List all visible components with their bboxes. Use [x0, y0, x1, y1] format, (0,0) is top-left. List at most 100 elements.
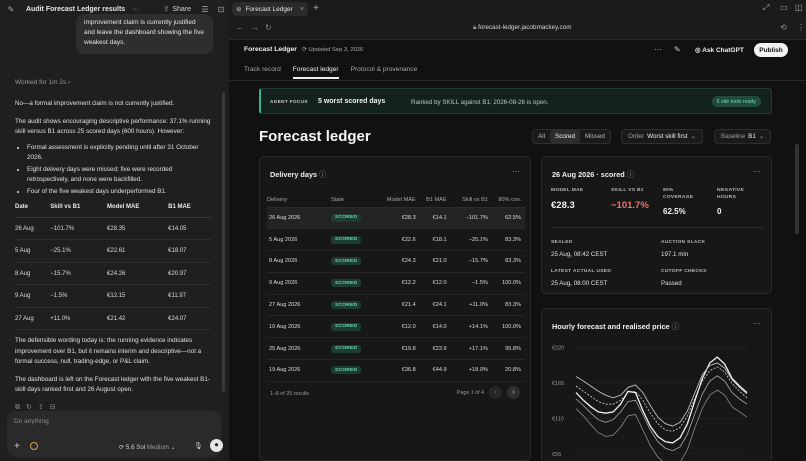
section-tabs: Track record Forecast ledger Protocol & … [244, 66, 418, 79]
series-line-1 [575, 362, 748, 427]
ask-chatgpt-button[interactable]: ◎ Ask ChatGPT [695, 47, 744, 54]
card-menu-icon[interactable]: ··· [753, 319, 761, 328]
column-header[interactable]: Model MAE [382, 193, 420, 208]
card-menu-icon[interactable]: ··· [512, 167, 520, 176]
filter-missed[interactable]: Missed [584, 133, 605, 140]
state-badge: SCORED [330, 213, 362, 222]
lock-icon: 🔒︎ [473, 24, 479, 31]
url-field[interactable]: 🔒︎ forecast-ledger.jacobmackey.com [473, 24, 572, 31]
edit-page-icon[interactable]: ✎ [674, 45, 681, 54]
baseline-dropdown[interactable]: Baseline B1 ⌄ [714, 129, 772, 144]
compose-icon[interactable]: ⊡ [217, 4, 225, 14]
info-icon[interactable]: ⓘ [319, 170, 327, 179]
share-button[interactable]: Share [172, 5, 191, 13]
info-icon[interactable]: ⓘ [626, 170, 635, 179]
column-header[interactable]: Delivery [267, 193, 331, 208]
globe-icon: ⊕ [236, 6, 242, 13]
delivery-row[interactable]: 26 Aug 2026 SCORED €28.3 €14.1 −101.7% 62.5% [267, 207, 525, 230]
state-cell: SCORED [330, 337, 383, 361]
delivery-row[interactable]: 9 Aug 2026 SCORED €12.2 €12.0 −1.5% 100.0% [267, 272, 525, 295]
tab-protocol-provenance[interactable]: Protocol & provenance [350, 66, 418, 73]
prev-page-button[interactable]: ‹ [489, 386, 502, 399]
retry-icon[interactable]: ↻ [26, 403, 32, 411]
panel-icon[interactable]: ◫ [795, 3, 803, 12]
delivery-row[interactable]: 10 Aug 2026 SCORED €12.0 €14.0 +14.1% 100.0% [267, 315, 525, 339]
worked-duration[interactable]: Worked for 1m 2s › [15, 79, 71, 86]
column-header[interactable]: Skill vs B1 [450, 193, 492, 208]
more-icon[interactable]: ··· [132, 5, 140, 13]
agent-focus-title: 5 worst scored days [318, 98, 386, 105]
agent-focus-description: Ranked by SKILL against B1; 2026-08-26 i… [411, 99, 549, 106]
publish-button[interactable]: Publish [754, 43, 788, 57]
clock-icon[interactable] [30, 442, 38, 450]
answer-summary: The audit shows encouraging descriptive … [15, 117, 211, 136]
add-icon[interactable]: + [14, 441, 20, 452]
chatgpt-icon: ◎ [695, 47, 703, 54]
card-menu-icon[interactable]: ··· [753, 167, 761, 176]
copy-icon[interactable]: ⧉ [15, 403, 20, 411]
microphone-icon[interactable]: 🎙 [194, 443, 203, 450]
browser-tab[interactable]: ⊕ Forecast Ledger × [232, 2, 308, 16]
price-chart-card: Hourly forecast and realised price ⓘ ···… [541, 308, 772, 461]
web-page: Forecast Ledger ⟳ Updated Sep 3, 2026 ··… [229, 40, 806, 461]
filter-scored[interactable]: Scored [550, 130, 580, 143]
composer-input[interactable]: Do anything [14, 418, 49, 425]
tab-track-record[interactable]: Track record [244, 66, 281, 73]
voice-button[interactable]: ⏺ [210, 439, 223, 452]
more-options-icon[interactable]: ··· [654, 45, 662, 54]
table-cell: €19.8 [382, 337, 420, 361]
edit-icon[interactable]: ✎ [7, 4, 15, 14]
delivery-row[interactable]: 25 Aug 2026 SCORED €19.8 €23.9 +17.1% 95.8% [267, 337, 525, 361]
model-selector[interactable]: ⟳ 5.6 Sol Medium ⌄ [119, 444, 176, 451]
table-cell: 95.8% [491, 337, 525, 361]
forward-icon[interactable]: → [251, 23, 259, 32]
info-icon[interactable]: ⓘ [671, 322, 679, 331]
bookmark-icon[interactable]: ⊟ [49, 403, 56, 411]
page-indicator: Page 1 of 4 [456, 389, 484, 396]
share-icon[interactable]: ⇪ [163, 6, 170, 13]
back-icon[interactable]: ← [236, 23, 244, 32]
table-cell: +11.0% [50, 307, 108, 330]
page-scrollbar[interactable] [795, 144, 799, 234]
next-page-button[interactable]: › [507, 386, 520, 399]
delivery-row[interactable]: 27 Aug 2026 SCORED €21.4 €24.1 +11.0% 83.3% [267, 294, 525, 317]
composer[interactable]: Do anything + ⟳ 5.6 Sol Medium ⌄ 🎙 ⏺ [7, 411, 223, 457]
delivery-row[interactable]: 8 Aug 2026 SCORED €24.3 €21.0 −15.7% 83.3% [267, 250, 525, 273]
coverage-value: 62.5% [663, 207, 686, 216]
table-cell: 83.3% [491, 294, 525, 317]
new-tab-icon[interactable]: + [313, 3, 319, 14]
state-cell: SCORED [330, 207, 383, 230]
cutoff-checks-value: Passed [661, 280, 682, 287]
table-cell: €18.07 [168, 239, 211, 263]
detail-title: 26 Aug 2026 · scored ⓘ [552, 170, 635, 179]
browser-tab-title: Forecast Ledger [245, 5, 293, 13]
column-header[interactable]: B1 MAE [419, 193, 451, 208]
page-title: Forecast ledger [259, 128, 371, 145]
app-brand[interactable]: Forecast Ledger [244, 46, 297, 53]
table-header: Date [15, 200, 51, 218]
table-cell: +11.0% [450, 294, 492, 317]
table-cell: €22.61 [107, 239, 169, 263]
filter-all[interactable]: All [538, 133, 545, 140]
cutoff-checks-label: CUTOFF CHECKS [661, 269, 707, 274]
table-header: Skill vs B1 [50, 200, 108, 218]
order-dropdown[interactable]: Order Worst skill first ⌄ [621, 129, 703, 144]
sidebar-toggle-icon[interactable]: ☰ [201, 4, 209, 14]
tab-forecast-ledger[interactable]: Forecast ledger [292, 66, 339, 79]
delivery-row[interactable]: 5 Aug 2026 SCORED €22.6 €18.1 −25.1% 83.3% [267, 228, 525, 252]
fullscreen-icon[interactable]: ⤢ [763, 3, 770, 12]
table-cell: €21.4 [382, 294, 420, 317]
auction-slack-value: 197.1 min [661, 251, 689, 258]
share-message-icon[interactable]: ⇪ [37, 403, 44, 411]
chevron-down-icon: ⌄ [690, 133, 696, 140]
reload-icon[interactable]: ↻ [265, 23, 272, 32]
history-icon[interactable]: ⟲ [780, 23, 787, 32]
column-header[interactable]: State [330, 193, 383, 208]
window-icon[interactable]: ▭ [780, 3, 788, 12]
delivery-row[interactable]: 19 Aug 2026 SCORED €36.8 €44.9 +18.0% 20.8% [267, 359, 525, 382]
browser-menu-icon[interactable]: ⋮ [797, 23, 805, 32]
table-cell: 100.0% [491, 315, 525, 339]
column-header[interactable]: 80% cov. [491, 193, 525, 208]
chat-scrollbar[interactable] [222, 92, 225, 392]
close-tab-icon[interactable]: × [299, 5, 304, 13]
